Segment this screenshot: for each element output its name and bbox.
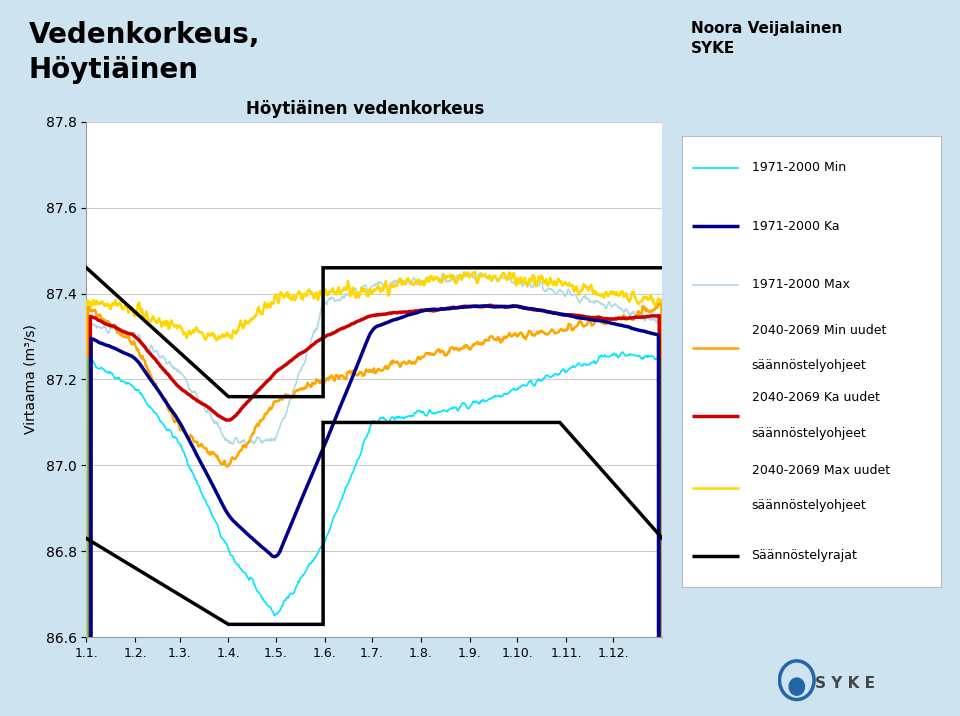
- Text: 2040-2069 Ka uudet: 2040-2069 Ka uudet: [752, 392, 879, 405]
- Text: Vedenkorkeus,
Höytiäinen: Vedenkorkeus, Höytiäinen: [29, 21, 260, 84]
- Text: 2040-2069 Min uudet: 2040-2069 Min uudet: [752, 324, 886, 337]
- Text: Höytiäinen vedenkorkeus: Höytiäinen vedenkorkeus: [246, 100, 484, 118]
- Text: Säännöstelyrajat: Säännöstelyrajat: [752, 549, 857, 562]
- Text: Noora Veijalainen
SYKE: Noora Veijalainen SYKE: [691, 21, 843, 57]
- Text: säännöstelyohjeet: säännöstelyohjeet: [752, 427, 866, 440]
- Text: 2040-2069 Max uudet: 2040-2069 Max uudet: [752, 463, 890, 477]
- Y-axis label: Virtaama (m³/s): Virtaama (m³/s): [23, 324, 37, 435]
- Text: 1971-2000 Ka: 1971-2000 Ka: [752, 220, 839, 233]
- Text: 1971-2000 Min: 1971-2000 Min: [752, 161, 846, 174]
- Circle shape: [789, 678, 804, 695]
- Text: S Y K E: S Y K E: [815, 676, 875, 691]
- Text: säännöstelyohjeet: säännöstelyohjeet: [752, 499, 866, 512]
- Text: säännöstelyohjeet: säännöstelyohjeet: [752, 359, 866, 372]
- Text: 1971-2000 Max: 1971-2000 Max: [752, 279, 850, 291]
